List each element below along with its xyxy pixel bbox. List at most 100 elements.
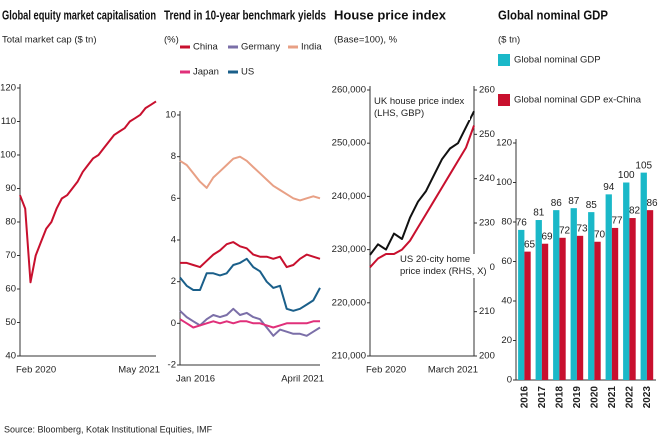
x-tick-label: 2016 bbox=[519, 386, 530, 409]
x-tick-label: 2023 bbox=[642, 386, 653, 409]
y-tick-label: 260,000 bbox=[332, 85, 366, 96]
y2-tick-label: 260 bbox=[479, 85, 495, 96]
x-tick-label: Feb 2020 bbox=[366, 365, 406, 376]
y-tick-label: 50 bbox=[5, 317, 16, 328]
y-tick-label: 40 bbox=[501, 296, 512, 307]
y-tick-label: 250,000 bbox=[332, 138, 366, 149]
bar bbox=[594, 241, 601, 380]
x-tick-label: 2022 bbox=[624, 386, 635, 409]
x-tick-label: March 2021 bbox=[428, 365, 478, 376]
bar bbox=[623, 182, 630, 380]
value-label: 77 bbox=[611, 216, 623, 227]
annotation: UK house price index (LHS, GBP) bbox=[374, 96, 470, 120]
value-label: 73 bbox=[576, 223, 588, 234]
legend-label: Global nominal GDP ex-China bbox=[514, 95, 642, 106]
y-axis-label: ($ tn) bbox=[498, 35, 520, 46]
y-tick-label: 60 bbox=[5, 284, 16, 295]
value-label: 85 bbox=[586, 200, 598, 211]
annotation: US 20-city home price index (RHS, X) bbox=[400, 254, 490, 278]
chart-title: Trend in 10-year benchmark yields bbox=[164, 7, 326, 22]
value-label: 105 bbox=[635, 160, 652, 171]
y-axis-label: Total market cap ($ tn) bbox=[2, 35, 97, 46]
series-line bbox=[369, 110, 475, 256]
legend-label: Japan bbox=[193, 67, 219, 78]
y-tick-label: 80 bbox=[501, 217, 512, 228]
series-line bbox=[180, 241, 321, 269]
y-tick-label: 70 bbox=[5, 250, 16, 261]
y-tick-label: 40 bbox=[5, 351, 16, 362]
y-tick-label: 230,000 bbox=[332, 244, 366, 255]
legend-label: India bbox=[301, 42, 322, 53]
value-label: 100 bbox=[618, 170, 635, 181]
bar bbox=[535, 220, 542, 380]
series-line bbox=[179, 307, 321, 337]
bar bbox=[553, 210, 560, 380]
bar bbox=[524, 251, 531, 380]
y-axis-label: (%) bbox=[164, 35, 179, 46]
value-label: 86 bbox=[551, 198, 563, 209]
y-tick-label: 4 bbox=[171, 235, 176, 246]
y-tick-label: 60 bbox=[501, 256, 512, 267]
value-label: 72 bbox=[559, 225, 571, 236]
series-line bbox=[179, 257, 321, 312]
y2-tick-label: 200 bbox=[479, 351, 495, 362]
x-tick-label: Feb 2020 bbox=[16, 365, 56, 376]
bar bbox=[588, 212, 595, 380]
x-tick-label: May 2021 bbox=[118, 365, 160, 376]
y-tick-label: 80 bbox=[5, 217, 16, 228]
chart-title: Global equity market capitalisation bbox=[2, 7, 156, 22]
y-tick-label: -2 bbox=[168, 360, 176, 371]
y-tick-label: 8 bbox=[171, 151, 176, 162]
y-tick-label: 6 bbox=[171, 193, 176, 204]
y-tick-label: 0 bbox=[171, 318, 176, 329]
y2-tick-label: 210 bbox=[479, 306, 495, 317]
value-label: 81 bbox=[533, 208, 545, 219]
annotation-text: UK house price index (LHS, GBP) bbox=[374, 96, 470, 120]
bar bbox=[576, 235, 584, 380]
y-tick-label: 20 bbox=[501, 335, 512, 346]
series-line bbox=[179, 155, 321, 202]
y-tick-label: 0 bbox=[507, 375, 512, 386]
bar bbox=[605, 194, 612, 380]
y-tick-label: 2 bbox=[171, 276, 176, 287]
x-tick-label: Jan 2016 bbox=[176, 374, 215, 385]
bar bbox=[640, 172, 647, 380]
y-tick-label: 90 bbox=[5, 183, 16, 194]
series-line bbox=[179, 318, 320, 329]
x-tick-label: 2019 bbox=[572, 386, 583, 409]
value-label: 87 bbox=[568, 196, 580, 207]
bar bbox=[570, 208, 577, 380]
x-tick-label: 2018 bbox=[554, 386, 565, 409]
value-label: 76 bbox=[516, 218, 528, 229]
bar bbox=[541, 243, 549, 380]
y-tick-label: 120 bbox=[0, 83, 16, 94]
source-note: Source: Bloomberg, Kotak Institutional E… bbox=[4, 424, 213, 434]
value-label: 65 bbox=[524, 239, 536, 250]
x-tick-label: 2021 bbox=[607, 386, 618, 409]
y-tick-label: 120 bbox=[496, 138, 512, 149]
y-axis-label: (Base=100), % bbox=[334, 35, 398, 46]
legend-label: US bbox=[241, 67, 254, 78]
legend-label: Germany bbox=[241, 42, 280, 53]
value-label: 69 bbox=[541, 231, 553, 242]
y-tick-label: 110 bbox=[1, 116, 16, 127]
y2-tick-label: 240 bbox=[479, 173, 495, 184]
legend-label: China bbox=[193, 42, 219, 53]
bar bbox=[611, 227, 619, 380]
y2-tick-label: 230 bbox=[479, 218, 495, 229]
value-label: 70 bbox=[594, 229, 606, 240]
value-label: 86 bbox=[646, 198, 658, 209]
y-tick-label: 10 bbox=[165, 110, 176, 121]
x-tick-label: April 2021 bbox=[281, 374, 324, 385]
series-line bbox=[19, 100, 157, 284]
y-tick-label: 220,000 bbox=[332, 297, 366, 308]
x-tick-label: 2020 bbox=[589, 386, 600, 409]
bar bbox=[559, 237, 566, 380]
x-tick-label: 2017 bbox=[537, 386, 548, 409]
bar bbox=[518, 229, 525, 380]
y2-tick-label: 250 bbox=[479, 129, 495, 140]
annotation-text: US 20-city home price index (RHS, X) bbox=[400, 254, 490, 278]
bar bbox=[629, 218, 636, 380]
y-tick-label: 210,000 bbox=[332, 351, 366, 362]
